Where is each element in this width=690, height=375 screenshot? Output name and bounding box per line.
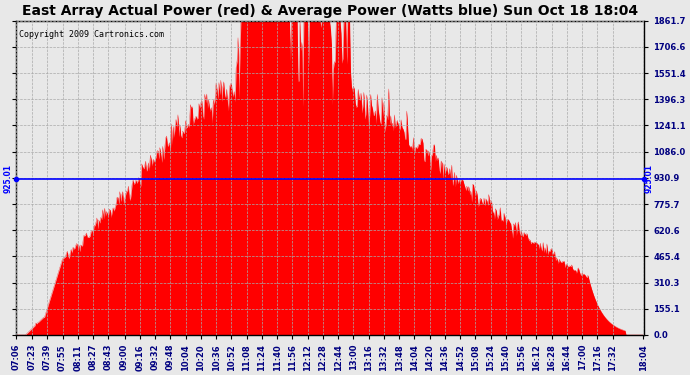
Text: 925.01: 925.01 [645,164,654,193]
Title: East Array Actual Power (red) & Average Power (Watts blue) Sun Oct 18 18:04: East Array Actual Power (red) & Average … [22,4,638,18]
Text: Copyright 2009 Cartronics.com: Copyright 2009 Cartronics.com [19,30,164,39]
Text: 925.01: 925.01 [3,164,12,193]
